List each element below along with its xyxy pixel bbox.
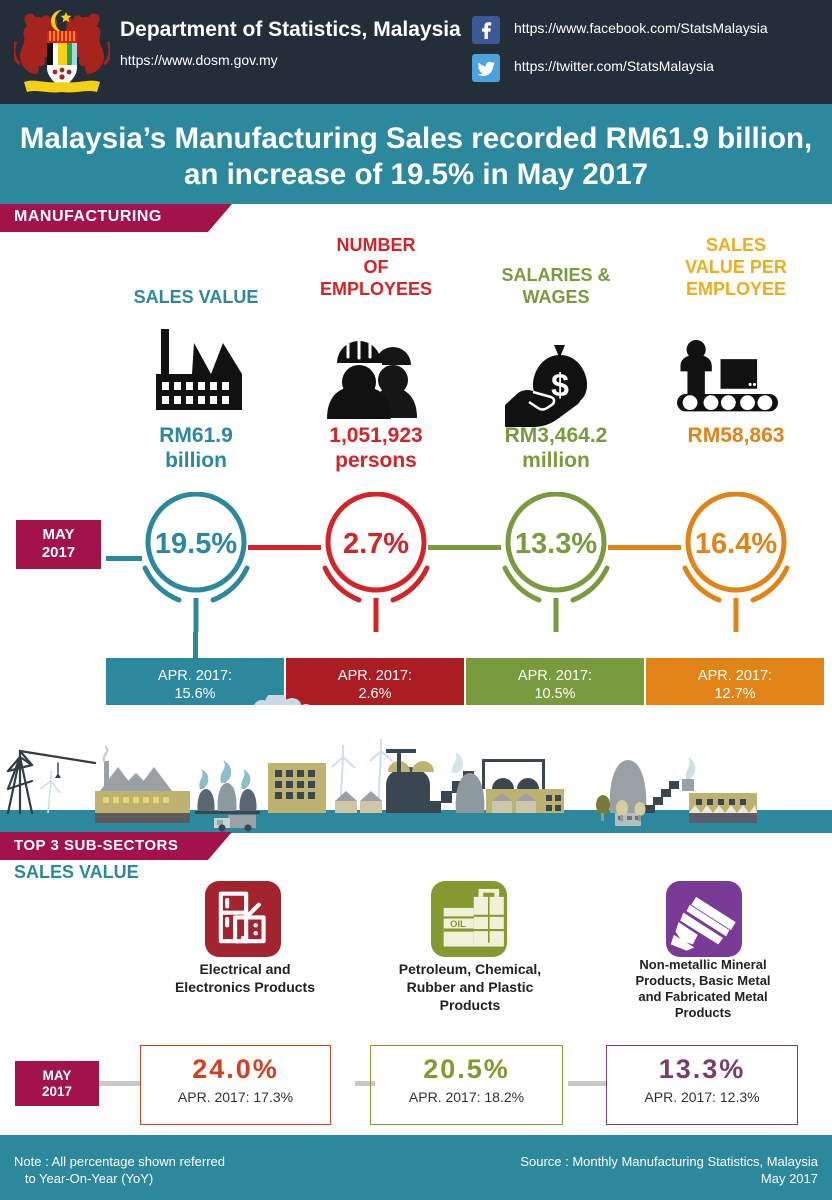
svg-text:OIL: OIL — [450, 919, 466, 930]
svg-text:$: $ — [551, 367, 569, 403]
